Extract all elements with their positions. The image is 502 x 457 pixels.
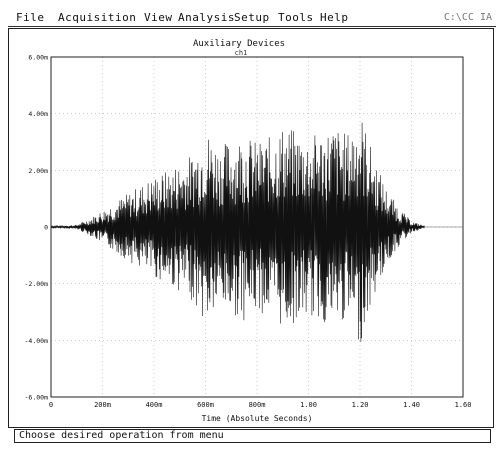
y-tick-label: 6.00m <box>28 54 48 62</box>
menu-acquisition[interactable]: Acquisition <box>58 11 137 24</box>
waveform-chart: Auxiliary Devices ch1 -6.00m -4.00m -2.00m… <box>25 39 472 423</box>
x-tick-label: 1.40 <box>403 401 420 409</box>
menu-help[interactable]: Help <box>320 11 349 24</box>
status-bar: Choose desired operation from menu <box>14 429 491 443</box>
chart-subtitle: ch1 <box>235 49 248 57</box>
x-tick-label: 0 <box>49 401 53 409</box>
y-tick-label: 4.00m <box>28 110 48 118</box>
chart-title: Auxiliary Devices <box>193 39 285 49</box>
series-line <box>50 122 425 342</box>
menu-view[interactable]: View <box>144 11 173 24</box>
chart-window: Auxiliary Devices ch1 -6.00m -4.00m -2.00m… <box>8 28 494 428</box>
x-tick-label: 1.00 <box>300 401 317 409</box>
x-tick-label: 1.60 <box>455 401 472 409</box>
y-tick-label: -6.00m <box>25 394 49 402</box>
menu-setup[interactable]: Setup <box>234 11 270 24</box>
y-tick-label: -4.00m <box>25 337 49 345</box>
x-axis-label: Time (Absolute Seconds) <box>202 414 313 423</box>
menu-tools[interactable]: Tools <box>278 11 314 24</box>
menu-analysis[interactable]: Analysis <box>178 11 235 24</box>
x-axis: 0 200m 400m 600m 800m 1.00 1.20 1.40 1.60 <box>49 401 472 409</box>
x-tick-label: 800m <box>249 401 266 409</box>
menu-bar: File Acquisition View Analysis Setup Too… <box>8 10 496 27</box>
x-tick-label: 200m <box>94 401 111 409</box>
x-tick-label: 1.20 <box>352 401 369 409</box>
path-indicator: C:\CC IA <box>443 12 492 23</box>
x-tick-label: 600m <box>197 401 214 409</box>
y-tick-label: -2.00m <box>25 280 49 288</box>
y-axis: -6.00m -4.00m -2.00m 0 2.00m 4.00m 6.00m <box>25 54 49 402</box>
menu-file[interactable]: File <box>16 11 45 24</box>
y-tick-label: 2.00m <box>28 167 48 175</box>
status-text: Choose desired operation from menu <box>19 430 224 441</box>
x-tick-label: 400m <box>146 401 163 409</box>
y-tick-label: 0 <box>44 224 48 232</box>
